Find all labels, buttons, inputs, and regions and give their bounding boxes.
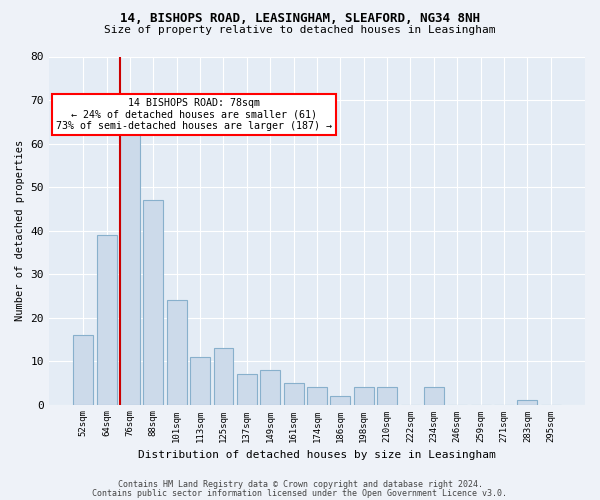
Y-axis label: Number of detached properties: Number of detached properties	[15, 140, 25, 321]
Bar	[424, 387, 444, 404]
Bar	[97, 235, 116, 404]
Bar	[143, 200, 163, 404]
Bar	[354, 387, 374, 404]
Bar	[517, 400, 537, 404]
Text: Contains public sector information licensed under the Open Government Licence v3: Contains public sector information licen…	[92, 489, 508, 498]
Bar	[284, 383, 304, 404]
Text: 14 BISHOPS ROAD: 78sqm
← 24% of detached houses are smaller (61)
73% of semi-det: 14 BISHOPS ROAD: 78sqm ← 24% of detached…	[56, 98, 332, 132]
Text: Contains HM Land Registry data © Crown copyright and database right 2024.: Contains HM Land Registry data © Crown c…	[118, 480, 482, 489]
Bar	[73, 335, 93, 404]
Bar	[190, 356, 210, 405]
Bar	[237, 374, 257, 404]
Text: Size of property relative to detached houses in Leasingham: Size of property relative to detached ho…	[104, 25, 496, 35]
Bar	[260, 370, 280, 404]
Bar	[307, 387, 327, 404]
Bar	[120, 118, 140, 405]
Bar	[167, 300, 187, 405]
X-axis label: Distribution of detached houses by size in Leasingham: Distribution of detached houses by size …	[138, 450, 496, 460]
Bar	[331, 396, 350, 404]
Bar	[377, 387, 397, 404]
Text: 14, BISHOPS ROAD, LEASINGHAM, SLEAFORD, NG34 8NH: 14, BISHOPS ROAD, LEASINGHAM, SLEAFORD, …	[120, 12, 480, 26]
Bar	[214, 348, 233, 405]
